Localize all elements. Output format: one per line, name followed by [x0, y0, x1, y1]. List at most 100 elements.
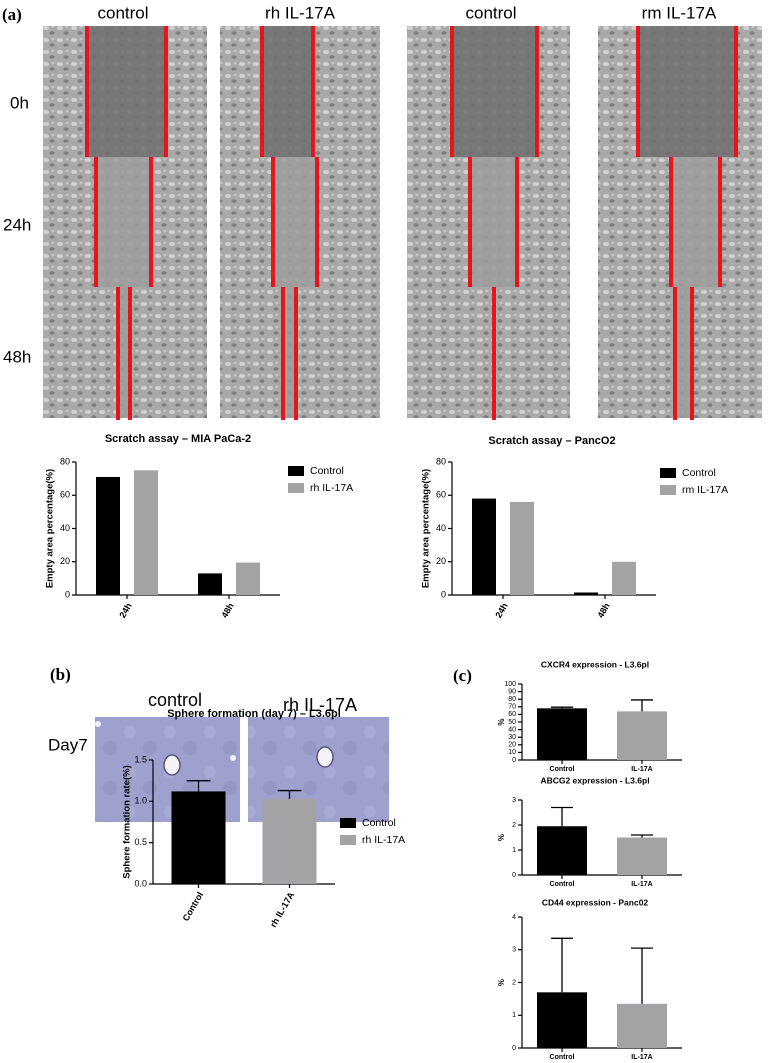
- legend-swatch: [660, 468, 676, 478]
- cell: [95, 721, 101, 727]
- x-tick-label: Control: [181, 890, 206, 923]
- error-bar: [631, 699, 653, 712]
- scratch-gap: [262, 26, 313, 157]
- bar: [510, 501, 534, 595]
- row-label: 48h: [3, 347, 31, 366]
- scratch-gap: [675, 287, 692, 418]
- y-tick-label: 100: [504, 681, 516, 688]
- y-tick-label: 2: [512, 822, 516, 829]
- scratch-gap: [273, 157, 317, 287]
- bar: [617, 837, 667, 875]
- error-bar: [631, 947, 653, 1004]
- y-axis-label: %: [497, 979, 506, 986]
- y-tick-label: 0: [65, 589, 70, 599]
- x-tick-label: Control: [550, 881, 575, 888]
- y-axis-label: Empty area percentage(%): [45, 469, 56, 588]
- bar: [612, 561, 636, 595]
- column-label: rm IL-17A: [642, 3, 717, 22]
- bar: [537, 992, 587, 1048]
- chart-title: Scratch assay – MIA PaCa-2: [105, 433, 251, 445]
- error-bar: [551, 706, 573, 709]
- x-tick-label: 24h: [117, 601, 133, 619]
- bar: [617, 1003, 667, 1048]
- y-tick-label: 20: [436, 556, 446, 566]
- error-bar: [186, 780, 211, 792]
- x-tick-label: Control: [550, 1054, 575, 1061]
- bar: [96, 476, 120, 595]
- y-tick-label: 3: [512, 947, 516, 954]
- legend-swatch: [288, 466, 304, 476]
- legend-label: Control: [682, 467, 716, 479]
- y-tick-label: 50: [508, 719, 516, 726]
- scratch-gap: [96, 157, 151, 287]
- bar: [617, 711, 667, 760]
- y-tick-label: 40: [436, 523, 446, 533]
- y-tick-label: 1.0: [134, 796, 147, 806]
- y-axis-label: Sphere formation rate(%): [122, 765, 133, 879]
- y-tick-label: 40: [60, 523, 70, 533]
- y-tick-label: 10: [508, 749, 516, 756]
- y-tick-label: 0.5: [134, 837, 147, 847]
- panel-label: (b): [50, 665, 71, 684]
- column-label: control: [148, 690, 202, 710]
- y-tick-label: 80: [60, 456, 70, 466]
- y-axis-label: %: [497, 834, 506, 841]
- x-tick-label: 48h: [595, 601, 611, 619]
- sphere: [163, 754, 181, 776]
- legend-label: rh IL-17A: [362, 834, 405, 846]
- y-tick-label: 3: [512, 797, 516, 804]
- y-tick-label: 0: [512, 872, 516, 879]
- x-tick-label: IL-17A: [631, 766, 652, 773]
- column-label: rh IL-17A: [265, 3, 336, 22]
- scratch-gap: [452, 26, 537, 157]
- y-tick-label: 80: [508, 696, 516, 703]
- x-tick-label: IL-17A: [631, 1054, 652, 1061]
- bar: [472, 498, 496, 595]
- y-tick-label: 1: [512, 1012, 516, 1019]
- chart-title: CXCR4 expression - L3.6pl: [541, 659, 649, 669]
- x-tick-label: IL-17A: [631, 881, 652, 888]
- y-tick-label: 20: [508, 742, 516, 749]
- y-tick-label: 0: [441, 589, 446, 599]
- error-bar: [277, 789, 302, 799]
- row-label: 24h: [3, 215, 31, 234]
- y-tick-label: 0.0: [134, 878, 147, 888]
- panel-label: (a): [2, 5, 22, 24]
- x-tick-label: Control: [550, 766, 575, 773]
- y-tick-label: 60: [508, 711, 516, 718]
- bar: [537, 826, 587, 875]
- y-tick-label: 30: [508, 734, 516, 741]
- x-tick-label: 24h: [493, 601, 509, 619]
- y-tick-label: 2: [512, 979, 516, 986]
- error-bar: [551, 937, 573, 993]
- bar: [262, 798, 317, 884]
- legend-label: rm IL-17A: [682, 484, 728, 496]
- y-tick-label: 80: [436, 456, 446, 466]
- scratch-gap: [470, 157, 517, 287]
- legend-swatch: [340, 835, 356, 845]
- column-label: control: [465, 3, 516, 22]
- panel-label: (c): [453, 666, 472, 685]
- column-label: control: [97, 3, 148, 22]
- y-tick-label: 40: [508, 726, 516, 733]
- legend-label: Control: [310, 465, 344, 477]
- error-bar: [631, 834, 653, 838]
- scratch-gap: [118, 287, 130, 418]
- chart-title: ABCG2 expression - L3.6pl: [540, 775, 649, 785]
- column-label: rh IL-17A: [283, 695, 357, 715]
- legend-swatch: [288, 483, 304, 493]
- scratch-gap: [671, 157, 720, 287]
- bar: [171, 791, 226, 884]
- error-bar: [551, 806, 573, 827]
- y-tick-label: 60: [436, 490, 446, 500]
- legend-swatch: [340, 818, 356, 828]
- y-tick-label: 1.5: [134, 754, 147, 764]
- y-tick-label: 70: [508, 704, 516, 711]
- scratch-gap: [638, 26, 736, 157]
- y-axis-label: Empty area percentage(%): [421, 469, 432, 588]
- sphere: [316, 746, 334, 768]
- chart-title: Sphere formation (day 7) – L3.6pl: [167, 708, 341, 720]
- bar: [134, 470, 158, 595]
- y-tick-label: 0: [512, 757, 516, 764]
- y-axis-label: %: [497, 718, 506, 725]
